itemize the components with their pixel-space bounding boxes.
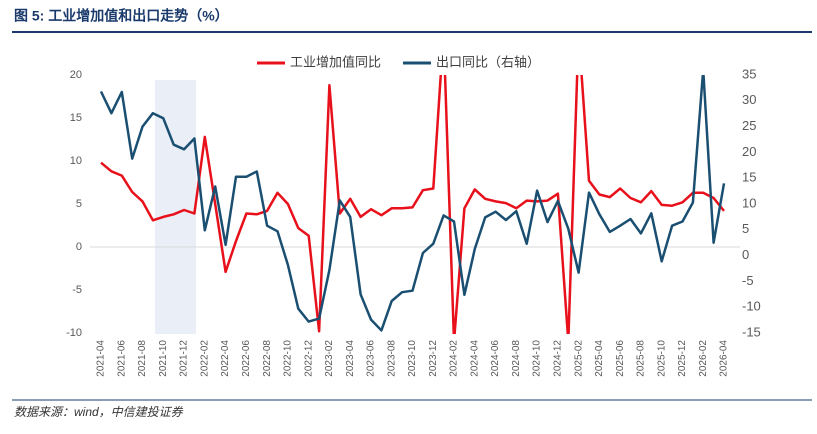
x-tick-label: 2025-10 <box>656 340 667 377</box>
highlight-band <box>155 80 196 334</box>
y2-tick-label: 10 <box>742 195 756 210</box>
x-tick-label: 2022-12 <box>303 340 314 377</box>
x-tick-label: 2024-08 <box>511 340 522 377</box>
x-tick-label: 2024-02 <box>449 340 460 377</box>
x-tick-label: 2021-06 <box>116 340 127 377</box>
series-line <box>99 75 726 332</box>
y2-tick-label: 15 <box>742 170 756 185</box>
x-tick-label: 2026-04 <box>719 340 730 377</box>
y2-tick-label: 35 <box>742 66 756 81</box>
y-tick-label: 20 <box>70 69 82 81</box>
x-tick-label: 2023-02 <box>324 340 335 377</box>
x-tick-label: 2025-02 <box>573 340 584 377</box>
x-tick-label: 2021-10 <box>158 340 169 377</box>
y2-tick-label: 30 <box>742 92 756 107</box>
x-tick-label: 2022-08 <box>262 340 273 377</box>
plot-area <box>99 75 726 334</box>
x-tick-label: 2023-10 <box>407 340 418 377</box>
x-tick-label: 2024-04 <box>469 340 480 377</box>
y2-tick-label: 5 <box>742 221 749 236</box>
series-line <box>100 75 725 334</box>
x-tick-label: 2025-04 <box>594 340 605 377</box>
x-tick-label: 2023-12 <box>428 340 439 377</box>
x-tick-label: 2025-08 <box>636 340 647 377</box>
x-tick-label: 2023-06 <box>366 340 377 377</box>
legend-label: 出口同比（右轴） <box>436 54 540 69</box>
x-tick-label: 2022-04 <box>220 340 231 377</box>
y-tick-label: 0 <box>76 241 82 253</box>
chart-title: 图 5: 工业增加值和出口走势（%） <box>14 8 229 24</box>
y-tick-label: 15 <box>70 112 82 124</box>
x-tick-label: 2025-06 <box>615 340 626 377</box>
source: 数据来源：wind，中信建投证券 <box>14 405 184 419</box>
y-tick-label: -5 <box>72 284 82 296</box>
x-tick-label: 2022-02 <box>199 340 210 377</box>
x-tick-label: 2024-12 <box>553 340 564 377</box>
y2-tick-label: -10 <box>742 299 761 314</box>
x-tick-label: 2021-04 <box>96 340 107 377</box>
x-tick-label: 2026-02 <box>698 340 709 377</box>
y-tick-label: 10 <box>70 155 82 167</box>
x-tick-label: 2024-10 <box>532 340 543 377</box>
y-tick-label: 5 <box>76 198 82 210</box>
x-tick-label: 2023-04 <box>345 340 356 377</box>
x-tick-label: 2022-10 <box>283 340 294 377</box>
x-tick-label: 2023-08 <box>386 340 397 377</box>
y2-tick-label: 20 <box>742 144 756 159</box>
x-tick-label: 2022-06 <box>241 340 252 377</box>
x-tick-label: 2025-12 <box>677 340 688 377</box>
y2-tick-label: 0 <box>742 247 749 262</box>
legend-label: 工业增加值同比 <box>290 54 381 69</box>
y2-tick-label: -15 <box>742 324 761 339</box>
x-tick-label: 2024-06 <box>490 340 501 377</box>
y2-tick-label: -5 <box>742 273 754 288</box>
x-tick-label: 2021-12 <box>179 340 190 377</box>
y-tick-label: -10 <box>66 327 82 339</box>
y2-tick-label: 25 <box>742 118 756 133</box>
x-tick-label: 2021-08 <box>137 340 148 377</box>
